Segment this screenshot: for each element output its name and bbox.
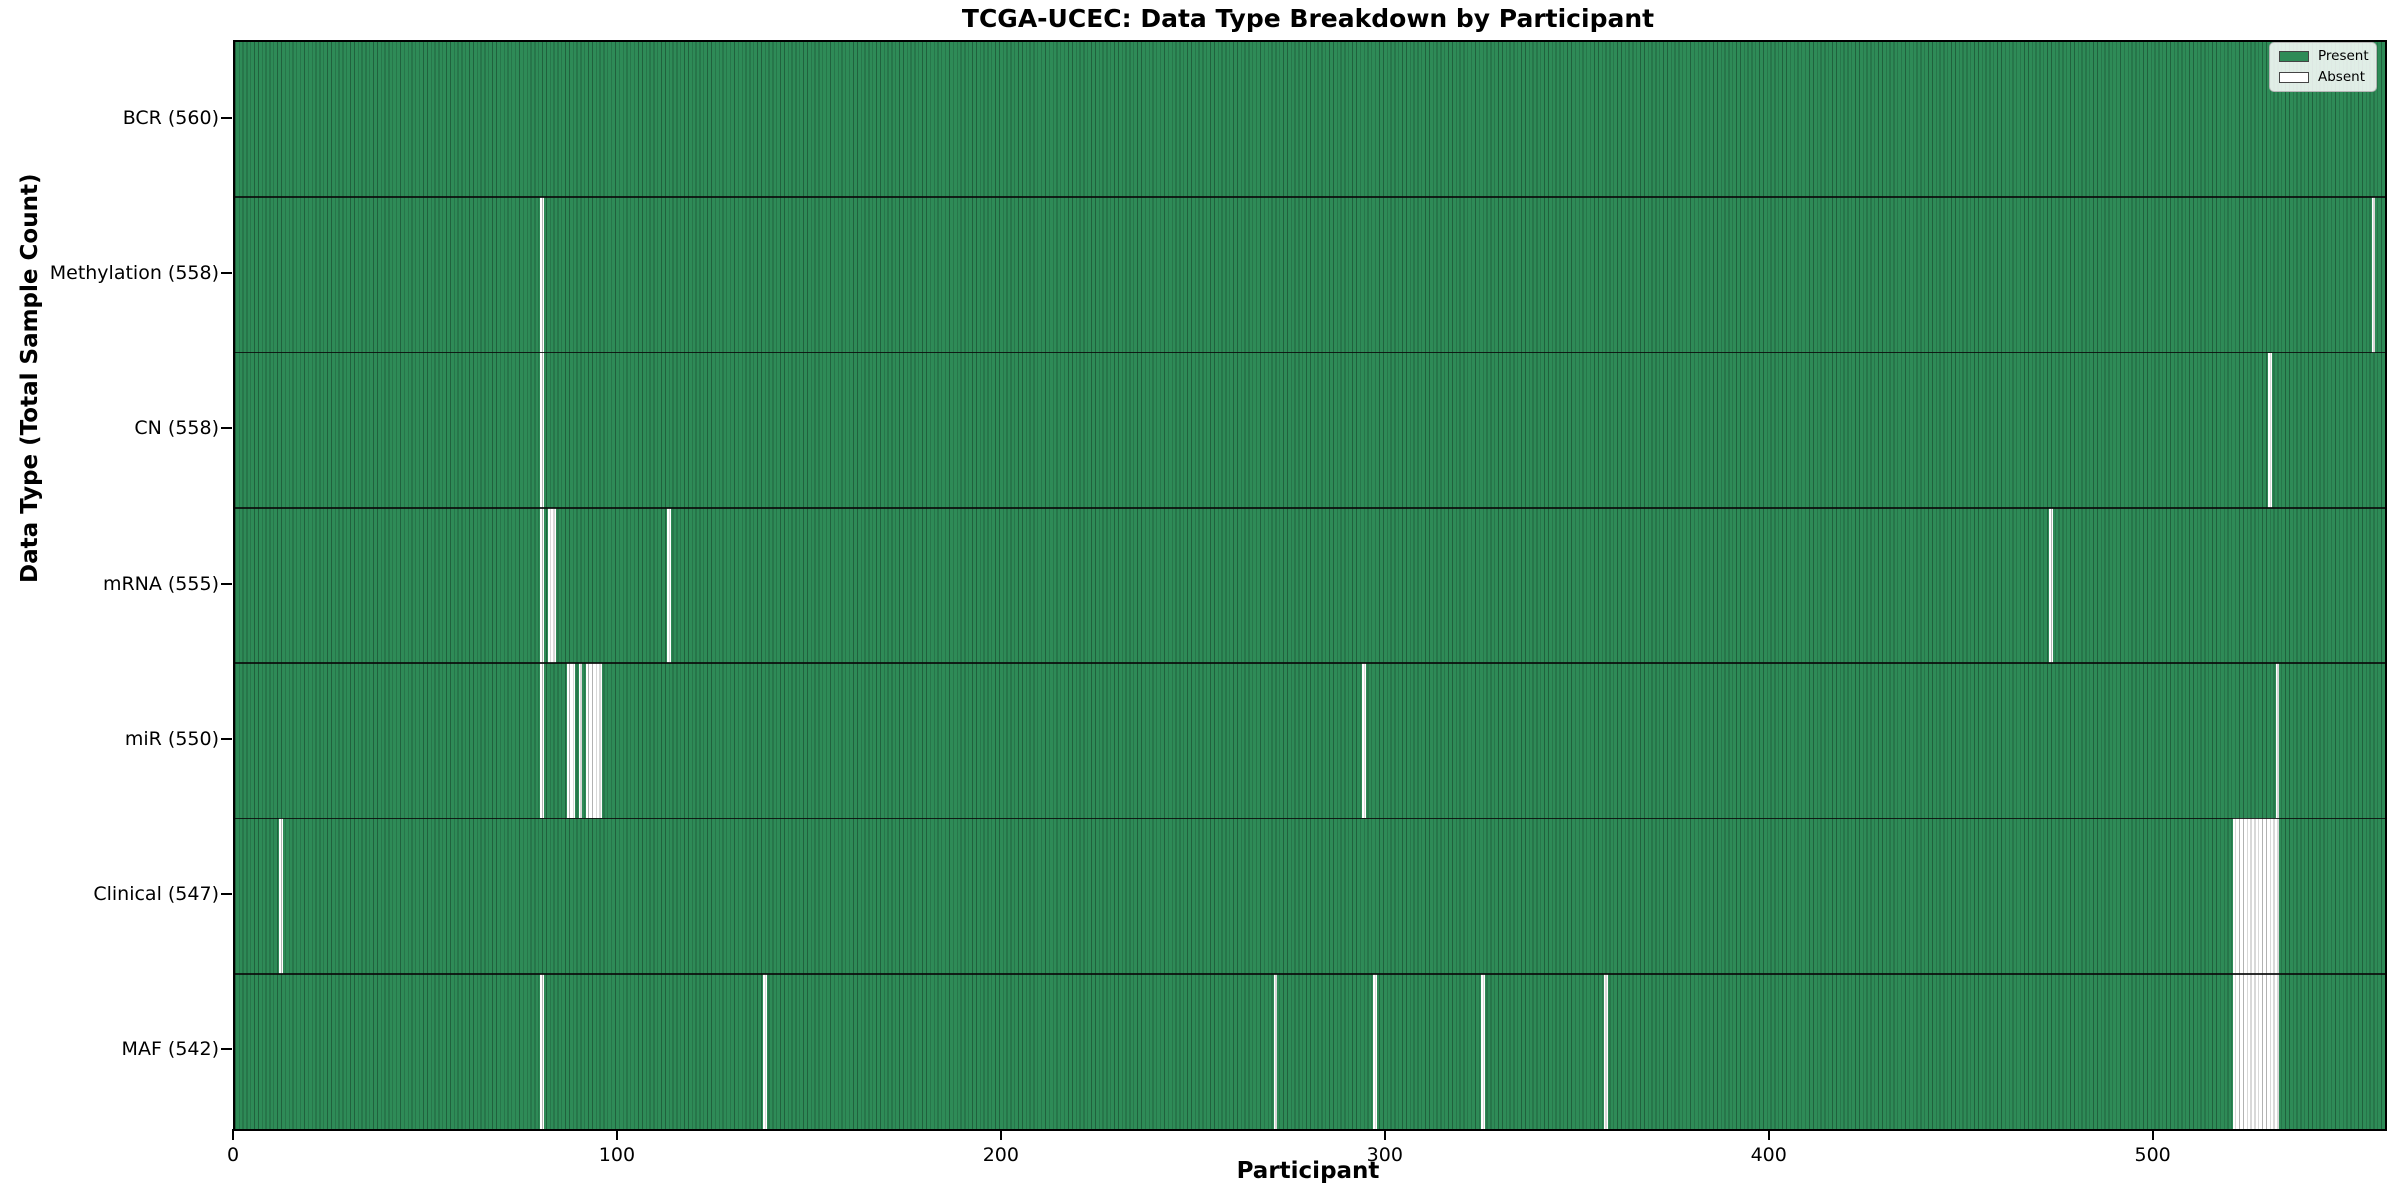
absent-gap [2233,818,2280,974]
absent-gap [1603,973,1608,1129]
legend-item-absent: Absent [2279,68,2367,85]
y-tick-label-methylation: Methylation (558) [49,261,219,284]
x-tick-label: 400 [1750,1144,1787,1166]
row-mrna [235,507,2385,664]
row-mir [235,663,2385,819]
y-tick [221,1048,232,1051]
row-maf [235,973,2385,1129]
legend-item-present: Present [2279,48,2369,64]
y-tick-label-cn: CN (558) [134,417,219,440]
absent-gap [279,818,283,974]
row-methylation [235,197,2385,353]
x-tick [2151,1129,2154,1140]
bar-edges-texture [235,42,2385,198]
absent-gap [2233,973,2280,1129]
absent-gap [1273,973,1278,1129]
y-tick [221,116,232,119]
legend-label-present: Present [2318,48,2369,64]
x-tick [999,1129,1002,1140]
y-tick-label-mrna: mRNA (555) [102,572,219,595]
absent-gap [666,507,671,664]
row-separator [235,662,2385,664]
absent-gap [762,973,767,1129]
x-tick [232,1129,234,1140]
legend: Present Absent [2269,42,2377,92]
y-tick-label-bcr: BCR (560) [122,106,219,129]
x-tick-label: 0 [226,1144,240,1166]
y-tick [221,893,232,896]
absent-gap [540,507,545,664]
row-separator [235,351,2385,354]
row-separator [235,196,2385,199]
row-separator [235,507,2385,509]
y-tick-label-mir: miR (550) [124,727,219,750]
x-tick [1767,1129,1770,1140]
absent-gap [540,663,545,819]
x-tick [615,1129,618,1140]
x-axis-title: Participant [1236,1158,1380,1184]
absent-gap [586,663,602,819]
legend-label-absent: Absent [2318,68,2365,85]
chart-title: TCGA-UCEC: Data Type Breakdown by Partic… [961,4,1655,33]
absent-gap [2275,663,2280,819]
row-separator [235,972,2385,975]
absent-gap [2049,507,2053,664]
x-tick-label: 100 [598,1144,636,1166]
absent-swatch-icon [2279,71,2309,83]
x-tick-label: 300 [1366,1144,1403,1166]
y-tick [221,271,232,274]
y-tick [221,582,232,585]
present-swatch-icon [2279,51,2309,63]
y-tick-label-maf: MAF (542) [121,1038,219,1061]
bar-edges-texture [235,197,2385,353]
absent-gap [540,973,545,1129]
y-tick [221,427,232,430]
absent-gap [567,663,575,819]
plot-area [233,40,2387,1131]
y-tick-label-clinical: Clinical (547) [93,883,219,906]
absent-gap [578,663,583,819]
row-clinical [235,818,2385,974]
bar-edges-texture [235,507,2385,664]
x-tick-label: 500 [2134,1144,2171,1166]
absent-gap [547,507,556,664]
absent-gap [1361,663,1366,819]
absent-gap [2371,197,2376,353]
absent-gap [2267,352,2272,508]
absent-gap [540,197,545,353]
absent-gap [1480,973,1485,1129]
bar-edges-texture [235,818,2385,974]
y-tick [221,737,232,740]
bar-edges-texture [235,352,2385,508]
row-separator [235,817,2385,820]
bar-edges-texture [235,973,2385,1129]
x-tick [1383,1129,1386,1140]
absent-gap [1373,973,1378,1129]
absent-gap [540,352,545,508]
row-cn [235,352,2385,508]
x-tick-label: 200 [982,1144,1019,1166]
bar-edges-texture [235,663,2385,819]
row-bcr [235,42,2385,198]
